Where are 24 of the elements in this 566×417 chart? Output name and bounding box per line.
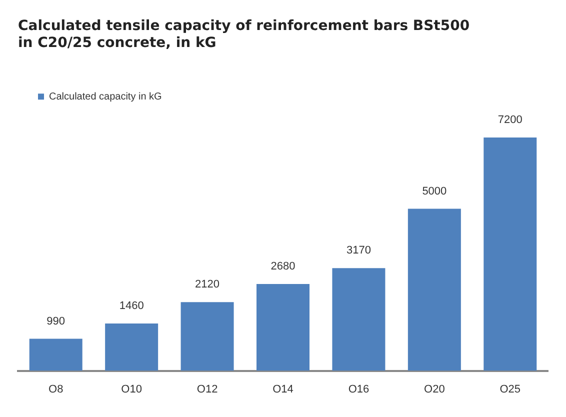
- bar: [29, 338, 82, 371]
- bar: [105, 323, 158, 371]
- x-tick-label: O14: [272, 383, 294, 396]
- legend-label: Calculated capacity in kG: [49, 91, 162, 102]
- data-label: 3170: [346, 244, 371, 257]
- data-label: 2120: [195, 278, 220, 291]
- x-tick-label: O12: [196, 383, 218, 396]
- x-tick-label: O10: [121, 383, 142, 396]
- x-tick-label: O16: [348, 383, 370, 396]
- bar: [484, 138, 537, 371]
- bar: [180, 302, 234, 371]
- text: in C20/25 concrete, in kG: [18, 34, 216, 51]
- x-tick-label: O8: [48, 383, 64, 396]
- data-label: 5000: [422, 185, 447, 198]
- data-label: 990: [46, 315, 66, 328]
- data-label: 1460: [119, 300, 144, 312]
- x-tick-label: O20: [424, 383, 445, 396]
- bar: [256, 284, 310, 371]
- data-label: 7200: [498, 114, 522, 126]
- text: Calculated tensile capacity of reinforcement bars BSt500: [18, 18, 470, 34]
- data-label: 2680: [270, 260, 296, 272]
- bar: [408, 208, 461, 371]
- bar: [332, 268, 386, 371]
- x-tick-label: O25: [500, 383, 521, 396]
